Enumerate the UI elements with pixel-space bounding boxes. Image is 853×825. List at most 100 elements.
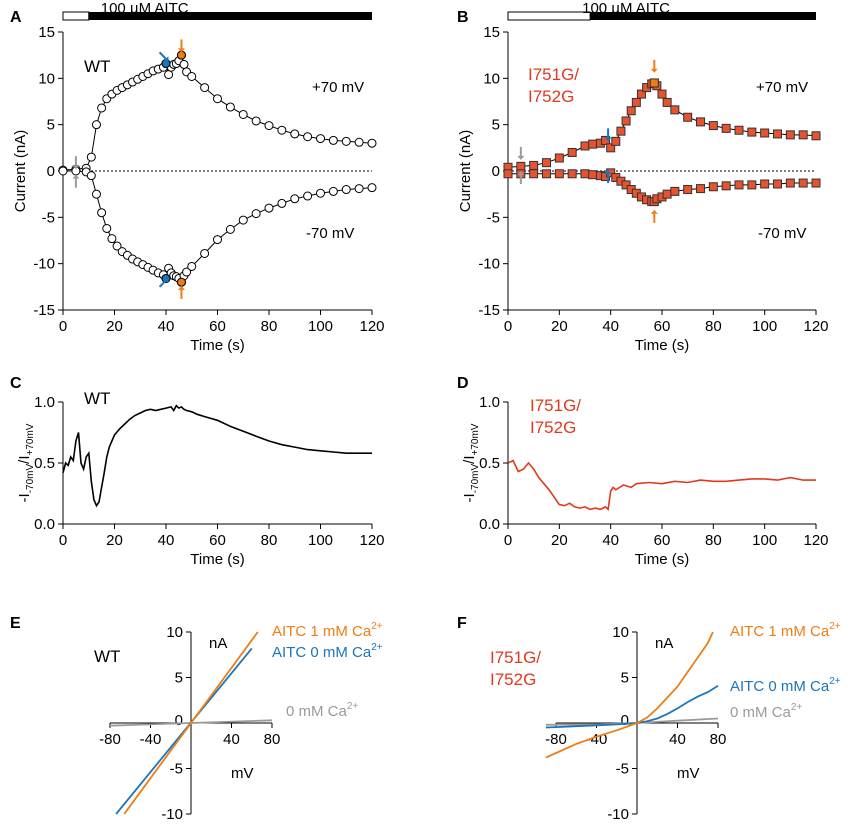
y-axis-title-part: -I	[16, 493, 33, 502]
data-point	[264, 121, 274, 131]
y-tick-label: 5	[621, 670, 629, 687]
legend-text: 0 mM Ca	[730, 704, 792, 721]
#9a9a9a-arrow-mark	[517, 170, 525, 184]
data-point	[616, 126, 626, 136]
arrow-shaft	[158, 279, 167, 288]
aitc-bar-off	[62, 11, 90, 21]
y-tick-label: 10	[38, 70, 55, 87]
x-tick-label: 40	[602, 318, 619, 335]
x-tick-label: 0	[504, 318, 512, 335]
x-tick-label: 120	[359, 532, 384, 549]
data-point	[341, 136, 351, 146]
data-point	[554, 153, 564, 163]
#9a9a9a-arrow-mark	[72, 174, 80, 188]
panel-b-axes: -15 -10 -5 0 5 10 15 0 20 40 60 80 100 120 Time (s) Cur…	[457, 0, 829, 354]
data-point	[277, 198, 287, 208]
y-tick-label: 1.0	[479, 394, 500, 411]
x-tick-label: 80	[705, 532, 722, 549]
data-point	[542, 169, 551, 179]
x-tick-label: 0	[504, 532, 512, 549]
aitc-bar-label: 100 µM AITC	[101, 0, 189, 17]
x-tick-label: 80	[261, 318, 278, 335]
y-axis-title: Current (nA)	[457, 130, 474, 213]
x-tick-label: 20	[106, 318, 123, 335]
x-tick-label: 60	[209, 532, 226, 549]
arrow-head	[163, 56, 169, 62]
data-point	[683, 112, 693, 122]
data-point	[811, 131, 821, 141]
data-point	[657, 89, 667, 99]
y-axis-title: -I-70mV/I+70mV	[16, 423, 36, 502]
data-point	[303, 191, 313, 201]
data-point	[179, 59, 189, 69]
data-point	[529, 160, 539, 170]
x-tick-label: 40	[669, 731, 686, 748]
iv-trace-orange	[123, 631, 259, 815]
data-point	[721, 181, 731, 191]
data-point	[760, 179, 770, 189]
legend-text: AITC 0 mM Ca	[730, 678, 830, 695]
genotype-label: WT	[94, 647, 120, 666]
data-point	[328, 135, 338, 145]
data-point	[200, 248, 210, 258]
genotype-label: I752G	[530, 418, 576, 437]
data-point	[182, 267, 192, 277]
data-point	[580, 141, 590, 151]
data-point	[316, 134, 325, 144]
legend-text: 0 mM Ca	[286, 703, 348, 720]
data-point	[328, 186, 338, 196]
data-point	[91, 120, 101, 130]
data-point	[107, 234, 117, 244]
data-point	[251, 209, 261, 219]
y-tick-label: 0	[492, 163, 500, 180]
data-point	[164, 70, 174, 80]
data-point	[86, 171, 96, 181]
y-tick-label: -10	[607, 806, 629, 823]
data-point	[588, 170, 598, 180]
data-point	[785, 130, 795, 140]
x-tick-label: 100	[752, 532, 777, 549]
arrow-head	[177, 285, 185, 290]
data-point	[708, 121, 718, 131]
y-tick-label: 5	[175, 670, 183, 687]
x-unit-label: mV	[231, 765, 254, 782]
legend-entry: AITC 1 mM Ca2+	[272, 621, 383, 640]
x-tick-label: 40	[158, 318, 175, 335]
genotype-label: I751G/	[490, 648, 541, 667]
legend-entry: AITC 0 mM Ca2+	[730, 676, 841, 695]
#ee7d14-arrow-mark	[177, 285, 185, 299]
y-tick-label: 10	[166, 624, 183, 641]
x-tick-label: 100	[308, 318, 333, 335]
y-unit-label: nA	[209, 635, 227, 652]
arrow-head	[177, 48, 185, 53]
y-tick-label: 0	[47, 163, 55, 180]
aitc-bar-on	[590, 12, 816, 20]
iv-trace-blue	[545, 684, 719, 729]
data-point	[611, 136, 621, 146]
data-point	[662, 97, 672, 107]
data-point	[760, 128, 770, 138]
data-point	[708, 182, 718, 192]
legend-entry: AITC 0 mM Ca2+	[272, 642, 383, 661]
x-tick-label: 0	[59, 532, 67, 549]
highlight-point	[649, 78, 659, 88]
x-tick-label: 60	[209, 318, 226, 335]
data-point	[621, 116, 631, 126]
label-pos70: +70 mV	[756, 79, 808, 96]
panel-c-axes: 0.0 0.5 1.0 0 20 40 60 80 100 120 Time (s) -I-70mV/…	[10, 375, 385, 568]
#ee7d14-arrow-mark	[650, 209, 658, 223]
x-tick-label: 80	[705, 318, 722, 335]
arrow-head	[604, 137, 612, 142]
label-neg70: -70 mV	[758, 225, 806, 242]
genotype-label: I751G/	[530, 396, 581, 415]
data-point	[747, 180, 757, 190]
data-point	[367, 183, 377, 193]
data-point	[662, 189, 672, 199]
data-point	[354, 137, 364, 147]
y-tick-label: 5	[47, 117, 55, 134]
y-axis-title-sub: +70mV	[25, 423, 36, 455]
data-point	[213, 235, 222, 245]
#ee7d14-arrow-mark	[177, 39, 185, 53]
#ee7d14-arrow-mark	[650, 59, 658, 73]
